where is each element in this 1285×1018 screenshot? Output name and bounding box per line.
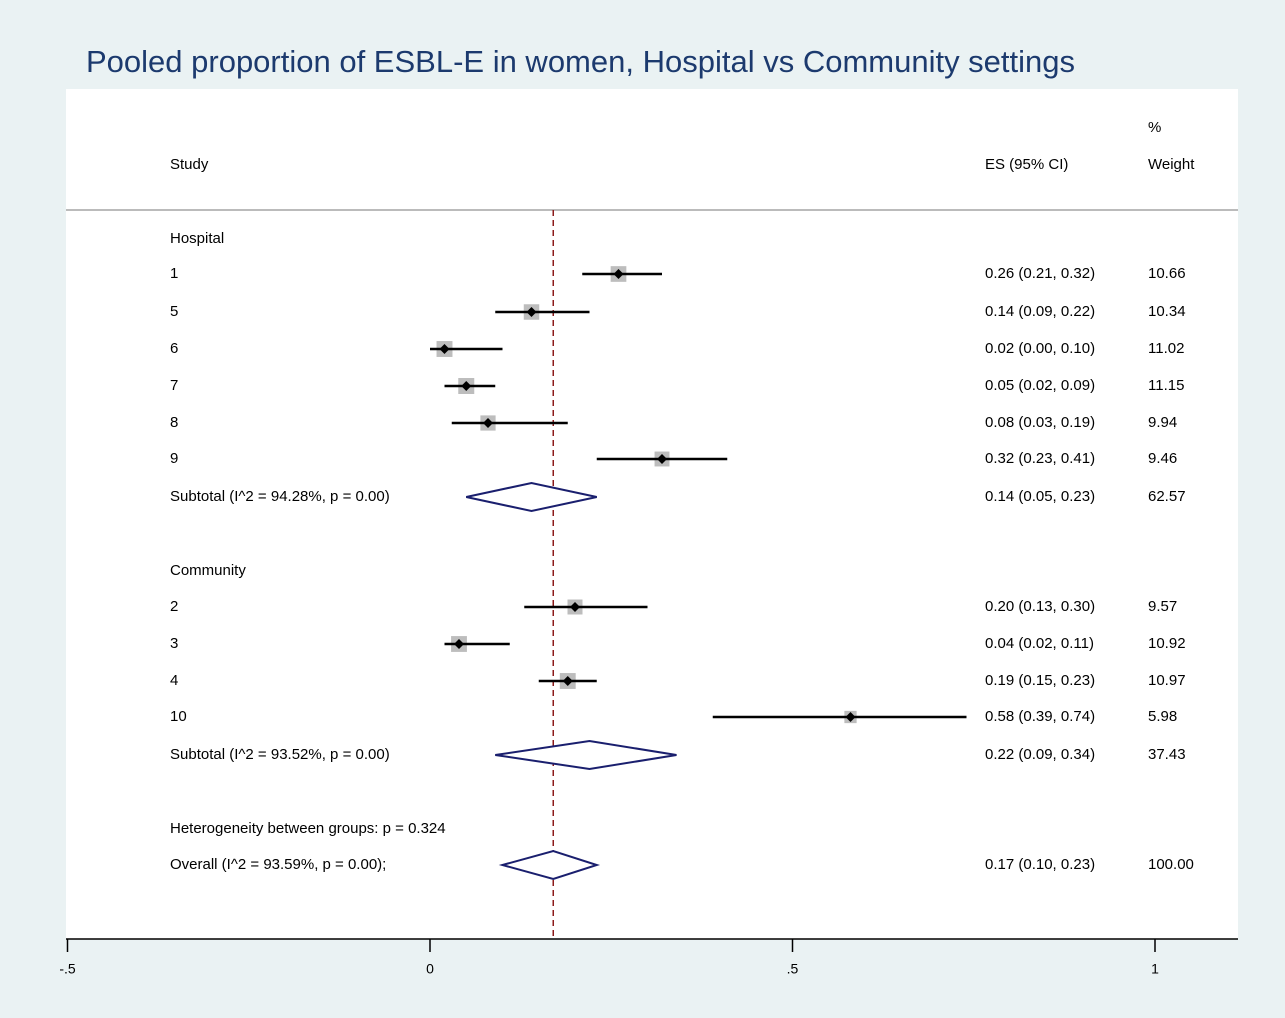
subtotal-label: Subtotal (I^2 = 93.52%, p = 0.00)	[170, 746, 390, 763]
es-text: 0.02 (0.00, 0.10)	[985, 340, 1095, 357]
study-label: 1	[170, 265, 178, 282]
study-label: 4	[170, 672, 178, 689]
es-text: 0.08 (0.03, 0.19)	[985, 414, 1095, 431]
overall-label: Overall (I^2 = 93.59%, p = 0.00);	[170, 856, 386, 873]
study-label: 6	[170, 340, 178, 357]
group-label-hospital: Hospital	[170, 230, 224, 247]
study-label: 3	[170, 635, 178, 652]
point-estimate	[526, 307, 537, 317]
x-tick-label: 0	[426, 961, 434, 977]
weight-text: 10.66	[1148, 265, 1186, 282]
study-label: 10	[170, 708, 187, 725]
subtotal-es-text: 0.22 (0.09, 0.34)	[985, 746, 1095, 763]
subtotal-diamond	[495, 739, 677, 771]
es-text: 0.26 (0.21, 0.32)	[985, 265, 1095, 282]
header-weight-percent: %	[1148, 119, 1161, 136]
overall-weight-text: 100.00	[1148, 856, 1194, 873]
point-estimate	[657, 454, 667, 464]
group-label-community: Community	[170, 562, 246, 579]
es-text: 0.32 (0.23, 0.41)	[985, 450, 1095, 467]
point-estimate	[439, 344, 450, 354]
header-study: Study	[170, 156, 209, 173]
study-label: 9	[170, 450, 178, 467]
point-estimate	[562, 676, 573, 686]
weight-text: 9.57	[1148, 598, 1177, 615]
x-tick-label: 1	[1151, 961, 1159, 977]
x-tick-label: -.5	[59, 961, 76, 977]
weight-text: 10.92	[1148, 635, 1186, 652]
plot-area	[66, 89, 1238, 939]
weight-text: 10.34	[1148, 303, 1186, 320]
point-estimate	[483, 418, 493, 428]
header-es: ES (95% CI)	[985, 156, 1068, 173]
point-estimate	[461, 381, 472, 391]
subtotal-weight-text: 37.43	[1148, 746, 1186, 763]
chart-title: Pooled proportion of ESBL-E in women, Ho…	[86, 44, 1076, 79]
weight-text: 11.02	[1148, 340, 1184, 357]
study-label: 2	[170, 598, 178, 615]
point-estimate	[613, 269, 624, 279]
overall-es-text: 0.17 (0.10, 0.23)	[985, 856, 1095, 873]
es-text: 0.58 (0.39, 0.74)	[985, 708, 1095, 725]
subtotal-label: Subtotal (I^2 = 94.28%, p = 0.00)	[170, 488, 390, 505]
subtotal-weight-text: 62.57	[1148, 488, 1186, 505]
weight-text: 9.46	[1148, 450, 1177, 467]
point-estimate	[570, 602, 580, 612]
weight-text: 5.98	[1148, 708, 1177, 725]
subtotal-es-text: 0.14 (0.05, 0.23)	[985, 488, 1095, 505]
es-text: 0.05 (0.02, 0.09)	[985, 377, 1095, 394]
weight-text: 10.97	[1148, 672, 1186, 689]
study-label: 7	[170, 377, 178, 394]
heterogeneity-text: Heterogeneity between groups: p = 0.324	[170, 820, 446, 837]
header-weight: Weight	[1148, 156, 1195, 173]
overall-diamond	[498, 849, 601, 881]
point-estimate	[454, 639, 464, 649]
x-tick-label: .5	[787, 961, 799, 977]
weight-text: 9.94	[1148, 414, 1177, 431]
weight-text: 11.15	[1148, 377, 1184, 394]
study-label: 5	[170, 303, 178, 320]
es-text: 0.19 (0.15, 0.23)	[985, 672, 1095, 689]
study-label: 8	[170, 414, 178, 431]
subtotal-diamond	[466, 481, 597, 513]
es-text: 0.14 (0.09, 0.22)	[985, 303, 1095, 320]
es-text: 0.20 (0.13, 0.30)	[985, 598, 1095, 615]
point-estimate	[845, 712, 856, 722]
es-text: 0.04 (0.02, 0.11)	[985, 635, 1094, 652]
